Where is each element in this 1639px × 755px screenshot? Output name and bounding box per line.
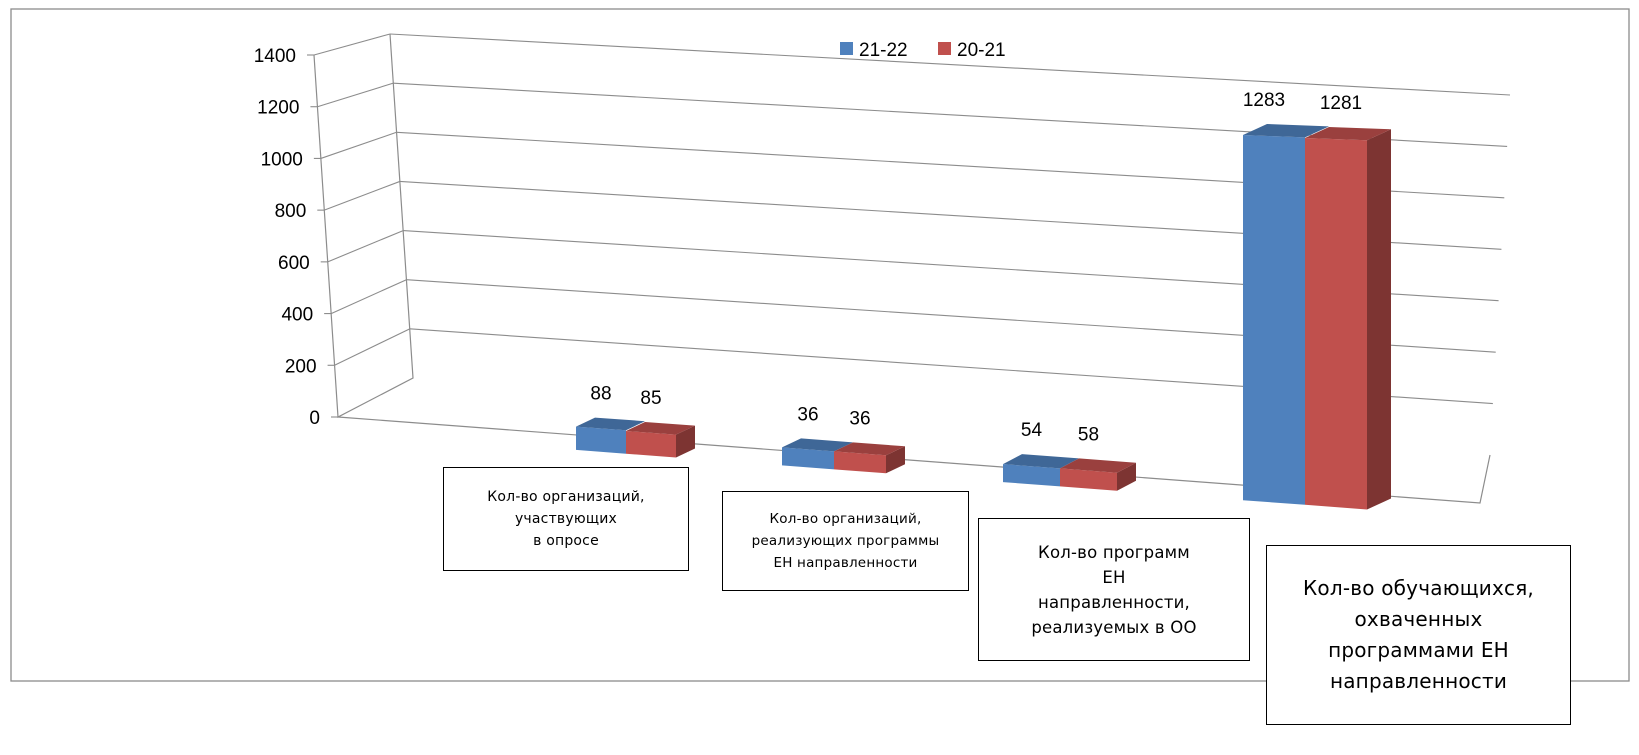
y-tick-label: 1400 (254, 46, 296, 67)
category-label-1: Кол-во организаций, участвующих в опросе (443, 467, 689, 571)
y-tick-label: 1200 (257, 98, 299, 119)
bar-top (576, 417, 645, 431)
data-label: 85 (640, 388, 661, 409)
gridline-side (320, 131, 397, 159)
data-label: 1281 (1320, 93, 1362, 114)
y-tick-label: 0 (309, 408, 320, 429)
bar (576, 426, 626, 454)
y-tick-label: 400 (281, 305, 313, 326)
data-label: 54 (1021, 420, 1043, 441)
side-wall (313, 33, 414, 418)
data-label: 88 (590, 384, 611, 405)
floor-edge (337, 416, 1491, 504)
y-tick-label: 800 (275, 201, 307, 222)
legend-swatch (938, 42, 951, 55)
bar-side (1117, 462, 1136, 491)
gridline-side (324, 180, 401, 211)
legend-label: 21-22 (859, 40, 908, 61)
bar-top (1060, 458, 1136, 473)
bar (1243, 135, 1305, 505)
bar (626, 431, 676, 458)
bar-top (834, 442, 905, 456)
gridline-side (330, 279, 407, 315)
bar-top (1003, 454, 1079, 469)
data-label: 58 (1078, 424, 1099, 445)
gridline-side (317, 82, 394, 108)
bars (576, 124, 1391, 510)
gridline-side (327, 230, 404, 263)
data-label: 1283 (1243, 90, 1285, 111)
bar-top (1243, 124, 1329, 138)
y-tick-label: 200 (285, 356, 317, 377)
data-label: 36 (849, 408, 870, 429)
y-axis-ticks: 0 200 400 600 800 1000 1200 1400 (254, 46, 338, 429)
chart-walls (313, 33, 1491, 504)
bar (1003, 464, 1060, 487)
gridline-side (334, 328, 410, 366)
bar (834, 451, 886, 474)
category-label-2: Кол-во организаций, реализующих программ… (722, 491, 969, 591)
category-label-4: Кол-во обучающихся, охваченных программа… (1266, 545, 1571, 725)
bar-top (782, 438, 853, 452)
y-tick-label: 600 (278, 253, 310, 274)
bar (782, 447, 834, 470)
bar-top (626, 422, 695, 435)
gridline-side (313, 33, 391, 56)
bar-side (676, 425, 695, 458)
legend: 21-22 20-21 (840, 40, 1006, 61)
bar (1060, 468, 1117, 491)
y-tick-label: 1000 (261, 149, 303, 170)
bar (1305, 138, 1367, 510)
category-label-3: Кол-во программ ЕН направленности, реали… (978, 518, 1250, 661)
data-label: 36 (797, 404, 818, 425)
legend-swatch (840, 42, 853, 55)
bar-side (1367, 129, 1391, 510)
gridline (389, 33, 1511, 96)
data-labels: 88 85 36 36 54 58 1283 1281 (590, 90, 1362, 445)
bar-top (1305, 127, 1391, 141)
legend-label: 20-21 (957, 40, 1006, 61)
